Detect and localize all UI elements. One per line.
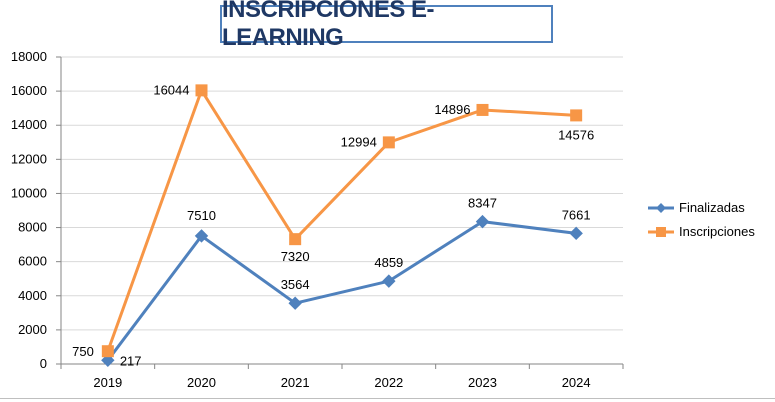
x-tick-label: 2019: [93, 375, 122, 390]
data-label: 16044: [153, 82, 189, 97]
series-line-finalizadas: [106, 220, 577, 362]
point-marker-finalizadas: [288, 296, 302, 310]
chart-title: INSCRIPCIONES E-LEARNING: [222, 0, 435, 51]
data-label: 12994: [341, 134, 377, 149]
data-label: 7510: [187, 208, 216, 223]
point-marker-inscripciones: [289, 233, 302, 246]
chart-title-box: INSCRIPCIONES E-LEARNING: [220, 0, 553, 51]
legend-label: Finalizadas: [679, 200, 745, 215]
point-marker-finalizadas: [569, 226, 583, 241]
x-tick-label: 2021: [281, 375, 310, 390]
y-tick-label: 6000: [18, 254, 47, 269]
legend-marker: [656, 203, 666, 213]
y-tick-label: 4000: [18, 288, 47, 303]
point-marker-finalizadas: [382, 274, 396, 288]
data-label: 217: [120, 353, 142, 368]
data-label: 4859: [374, 255, 403, 270]
point-marker-inscripciones: [570, 109, 583, 122]
point-marker-finalizadas: [475, 214, 490, 229]
x-tick-label: 2020: [187, 375, 216, 390]
data-label: 14896: [434, 102, 470, 117]
point-marker-inscripciones: [101, 345, 114, 358]
data-label: 3564: [281, 277, 310, 292]
point-marker-finalizadas: [101, 353, 115, 368]
data-label: 7661: [562, 207, 591, 222]
y-tick-label: 18000: [11, 49, 47, 64]
legend-label: Inscripciones: [679, 224, 755, 239]
point-marker-inscripciones: [476, 103, 489, 116]
bottom-divider: [0, 398, 775, 399]
y-tick-label: 8000: [18, 220, 47, 235]
data-label: 8347: [468, 196, 497, 211]
data-label: 14576: [558, 127, 594, 142]
y-tick-label: 14000: [11, 117, 47, 132]
y-tick-label: 0: [40, 356, 47, 371]
data-label: 7320: [281, 249, 310, 264]
legend-item-inscripciones: Inscripciones: [648, 224, 755, 239]
x-tick-label: 2023: [468, 375, 497, 390]
point-marker-inscripciones: [195, 84, 208, 97]
x-tick-label: 2024: [562, 375, 591, 390]
x-tick-label: 2022: [374, 375, 403, 390]
data-label: 750: [72, 344, 94, 359]
point-marker-inscripciones: [382, 136, 395, 149]
legend-marker: [656, 227, 666, 237]
point-marker-finalizadas: [194, 229, 209, 243]
y-tick-label: 10000: [11, 185, 47, 200]
legend-item-finalizadas: Finalizadas: [648, 200, 745, 215]
y-tick-label: 16000: [11, 83, 47, 98]
y-tick-label: 12000: [11, 151, 47, 166]
series-line-inscripciones: [106, 88, 577, 352]
y-tick-label: 2000: [18, 322, 47, 337]
